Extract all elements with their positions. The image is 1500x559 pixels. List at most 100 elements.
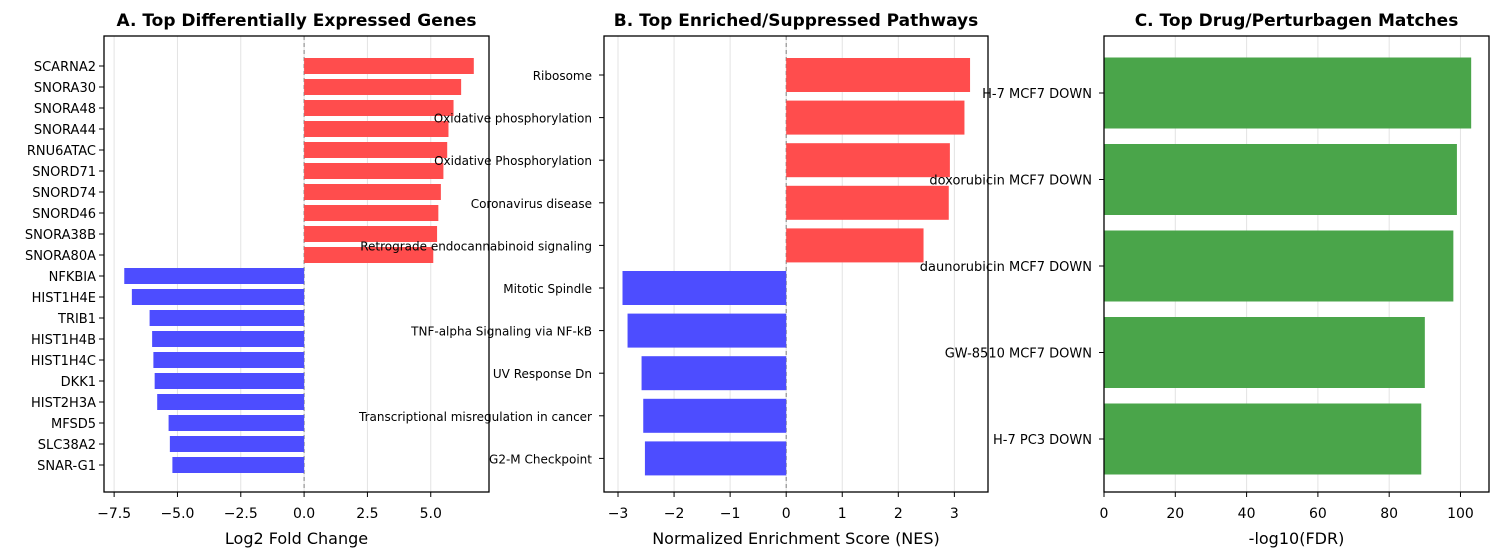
x-tick-label: −7.5 xyxy=(97,506,131,522)
category-label: Oxidative phosphorylation xyxy=(434,112,592,126)
category-label: NFKBIA xyxy=(49,270,96,285)
category-label: RNU6ATAC xyxy=(27,144,96,159)
bar xyxy=(1104,403,1422,475)
category-label: SNAR-G1 xyxy=(37,459,96,474)
x-axis-label: -log10(FDR) xyxy=(1249,529,1345,548)
x-tick-label: −3 xyxy=(608,506,629,522)
category-label: UV Response Dn xyxy=(493,367,592,381)
x-tick-label: 0 xyxy=(782,506,791,522)
x-axis-label: Log2 Fold Change xyxy=(225,529,368,548)
x-tick-label: 1 xyxy=(838,506,847,522)
category-label: MFSD5 xyxy=(51,417,96,432)
x-tick-label: 0 xyxy=(1100,506,1109,522)
bar xyxy=(304,247,434,263)
bar xyxy=(627,313,787,348)
bar xyxy=(157,394,305,410)
category-label: SNORD71 xyxy=(32,165,96,180)
chart-title: A. Top Differentially Expressed Genes xyxy=(116,11,476,31)
category-label: TNF-alpha Signaling via NF-kB xyxy=(410,325,592,339)
x-tick-label: 20 xyxy=(1166,506,1184,522)
x-tick-label: −1 xyxy=(720,506,741,522)
axes-frame xyxy=(103,35,490,493)
bar xyxy=(149,310,305,326)
bar xyxy=(304,226,438,242)
panel-c-drug-matches: H-7 MCF7 DOWN doxorubicin MCF7 DOWN daunor… xyxy=(920,11,1490,548)
bar xyxy=(1104,57,1472,129)
category-label: HIST2H3A xyxy=(31,396,96,411)
bar xyxy=(154,373,305,389)
category-label: Oxidative Phosphorylation xyxy=(434,154,592,168)
category-label: SNORD74 xyxy=(32,186,96,201)
bar xyxy=(786,143,950,178)
x-tick-label: 0.0 xyxy=(293,506,315,522)
category-label: doxorubicin MCF7 DOWN xyxy=(929,174,1092,189)
category-label: SNORA38B xyxy=(25,228,96,243)
bar xyxy=(641,356,787,391)
category-label: Mitotic Spindle xyxy=(503,282,592,296)
bar xyxy=(1104,230,1454,302)
bar xyxy=(304,58,474,74)
x-tick-label: 2 xyxy=(894,506,903,522)
x-tick-label: −2 xyxy=(664,506,685,522)
category-label: SNORA48 xyxy=(34,102,96,117)
category-label: H-7 MCF7 DOWN xyxy=(982,87,1092,102)
category-label: SNORA30 xyxy=(34,81,96,96)
category-label: SCARNA2 xyxy=(34,60,96,75)
bar xyxy=(124,268,305,284)
category-label: daunorubicin MCF7 DOWN xyxy=(920,260,1092,275)
bar xyxy=(169,436,305,452)
bar xyxy=(152,331,305,347)
category-label: SNORD46 xyxy=(32,207,96,222)
bar xyxy=(786,100,965,135)
panel-b-pathways: Ribosome Oxidative phosphorylation Oxidati… xyxy=(358,11,989,548)
x-tick-label: 5.0 xyxy=(420,506,442,522)
x-tick-label: 100 xyxy=(1447,506,1474,522)
x-tick-label: 60 xyxy=(1309,506,1327,522)
x-tick-label: 2.5 xyxy=(356,506,378,522)
category-label: HIST1H4B xyxy=(31,333,96,348)
category-label: Retrograde endocannabinoid signaling xyxy=(360,239,592,253)
bar xyxy=(304,205,439,221)
axes-frame xyxy=(603,35,989,493)
bar xyxy=(304,100,454,116)
category-label: DKK1 xyxy=(61,375,96,390)
category-label: HIST1H4E xyxy=(32,291,96,306)
bar xyxy=(643,398,787,433)
x-axis-label: Normalized Enrichment Score (NES) xyxy=(652,529,940,548)
bar xyxy=(786,58,971,92)
bar xyxy=(304,163,444,179)
x-tick-label: −2.5 xyxy=(224,506,258,522)
category-label: SLC38A2 xyxy=(38,438,96,453)
x-tick-label: 80 xyxy=(1380,506,1398,522)
bar xyxy=(644,441,787,476)
chart-title: B. Top Enriched/Suppressed Pathways xyxy=(614,11,978,31)
category-label: Ribosome xyxy=(533,69,592,83)
bar xyxy=(786,185,949,220)
bar xyxy=(131,289,305,305)
bar xyxy=(304,142,448,158)
category-label: HIST1H4C xyxy=(31,354,96,369)
bar xyxy=(304,79,462,95)
category-label: SNORA80A xyxy=(25,249,96,264)
axes-frame xyxy=(1103,35,1490,493)
category-label: H-7 PC3 DOWN xyxy=(993,433,1092,448)
bar xyxy=(172,457,305,473)
x-tick-label: −5.0 xyxy=(160,506,194,522)
bar xyxy=(304,184,441,200)
bar xyxy=(153,352,305,368)
bar xyxy=(622,271,787,305)
category-label: G2-M Checkpoint xyxy=(489,452,592,466)
bar xyxy=(1104,144,1457,215)
bar xyxy=(1104,317,1425,388)
bar xyxy=(304,121,449,137)
bar xyxy=(168,415,305,431)
category-label: Coronavirus disease xyxy=(471,197,592,211)
x-tick-label: 3 xyxy=(950,506,959,522)
category-label: TRIB1 xyxy=(57,312,96,327)
panel-a-differential-genes: SCARNA2 SNORA30 SNORA48 SNORA44 RNU6ATAC SNOR… xyxy=(25,11,490,548)
chart-title: C. Top Drug/Perturbagen Matches xyxy=(1135,11,1459,31)
bar xyxy=(786,228,924,263)
category-label: SNORA44 xyxy=(34,123,96,138)
category-label: GW-8510 MCF7 DOWN xyxy=(945,347,1092,362)
